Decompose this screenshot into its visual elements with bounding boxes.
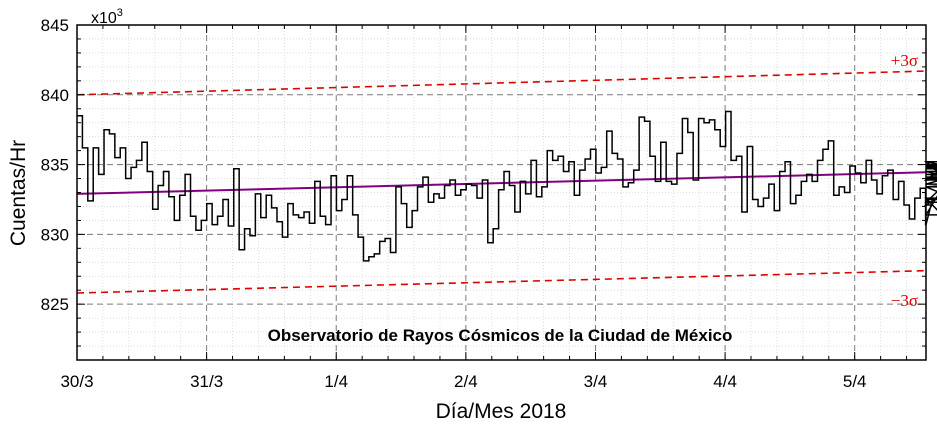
counts-series	[77, 110, 937, 262]
y-axis-title: Cuentas/Hr	[7, 140, 30, 246]
plus-3-sigma-label: +3σ	[891, 51, 918, 70]
x-axis-title: Día/Mes 2018	[436, 400, 567, 423]
x-tick-label: 1/4	[324, 372, 348, 391]
x-tick-label: 30/3	[60, 372, 93, 391]
trend-line	[76, 171, 927, 195]
minus-3-sigma-label: −3σ	[891, 291, 918, 310]
chart-annotation: Observatorio de Rayos Cósmicos de la Ciu…	[268, 326, 733, 345]
sigma-lines	[76, 70, 927, 294]
x-tick-labels: 30/3 31/3 1/4 2/4 3/4 4/4 5/4	[60, 372, 866, 391]
hourly-counts-step-line	[77, 110, 937, 262]
x-tick-label: 31/3	[190, 372, 223, 391]
x-tick-label: 2/4	[454, 372, 478, 391]
x-tick-label: 3/4	[584, 372, 608, 391]
y-multiplier-label: x103	[91, 7, 123, 27]
y-tick-label: 840	[41, 86, 69, 105]
y-tick-label: 830	[41, 225, 69, 244]
trend-line-path	[76, 171, 927, 195]
y-tick-label: 835	[41, 156, 69, 175]
x-tick-label: 5/4	[843, 372, 867, 391]
plus-3-sigma-line	[76, 70, 927, 96]
axis-ticks	[76, 24, 926, 361]
y-tick-label: 825	[41, 295, 69, 314]
minus-3-sigma-line	[76, 269, 927, 294]
y-tick-label: 845	[41, 16, 69, 35]
x-tick-label: 4/4	[713, 372, 737, 391]
y-tick-labels: 825 830 835 840 845	[41, 16, 69, 314]
